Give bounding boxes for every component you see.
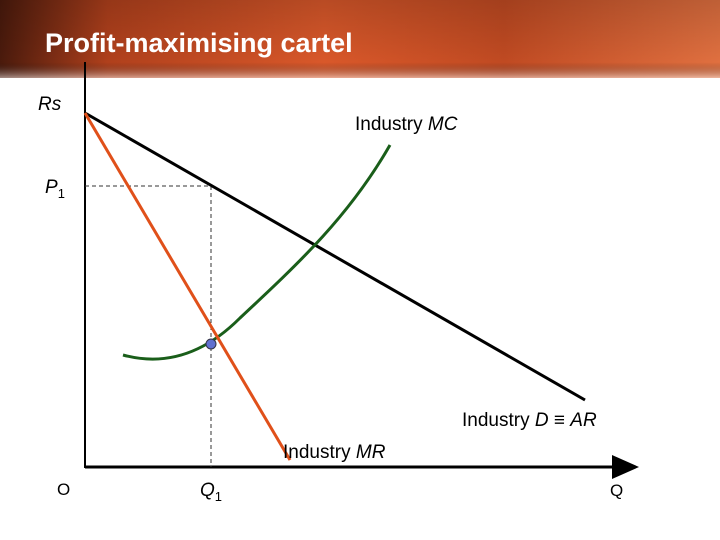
quantity-subscript: 1 (215, 489, 222, 504)
mr-label: Industry MR (283, 442, 386, 463)
mc-curve (122, 144, 392, 361)
quantity-symbol: Q (200, 480, 215, 501)
quantity-label: Q1 (200, 480, 222, 504)
x-axis-label: Q (610, 481, 623, 500)
equilibrium-point (205, 338, 217, 350)
mc-symbol: MC (428, 114, 458, 135)
demand-curve (84, 111, 586, 402)
mc-label: Industry MC (355, 114, 458, 135)
price-subscript: 1 (58, 186, 65, 201)
demand-prefix: Industry (462, 410, 535, 431)
mr-symbol: MR (356, 442, 386, 463)
mr-prefix: Industry (283, 442, 356, 463)
price-symbol: P (45, 177, 58, 198)
title: Profit-maximising cartel (45, 28, 353, 58)
mc-prefix: Industry (355, 114, 428, 135)
demand-equiv: ≡ (549, 410, 571, 431)
origin-label: O (57, 480, 70, 499)
demand-symbol: D (535, 410, 549, 431)
demand-label: Industry D ≡ AR (462, 410, 597, 431)
y-axis-label: Rs (38, 94, 62, 115)
demand-symbol2: AR (569, 410, 597, 431)
price-label: P1 (45, 177, 65, 201)
title-bar-shade (0, 0, 720, 78)
mr-curve (83, 112, 292, 461)
